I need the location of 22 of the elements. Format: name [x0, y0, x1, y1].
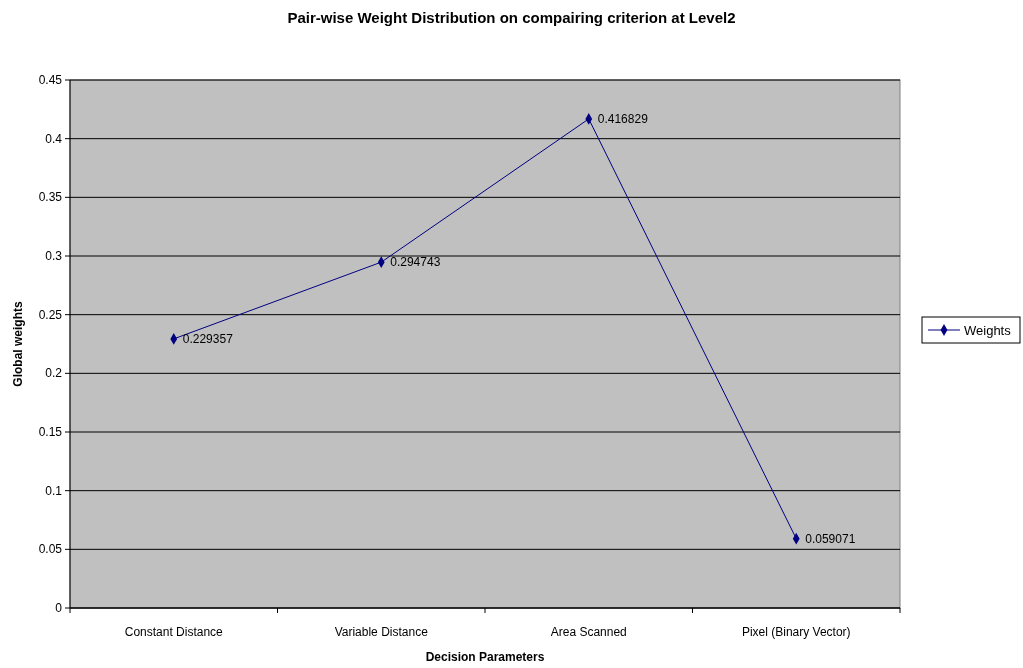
- y-tick-label: 0.25: [38, 307, 63, 322]
- x-tick-label: Pixel (Binary Vector): [741, 625, 851, 639]
- x-axis-title: Decision Parameters: [425, 650, 545, 664]
- legend-label: Weights: [964, 323, 1012, 338]
- x-tick-label: Area Scanned: [550, 625, 627, 639]
- y-tick-label: 0.45: [38, 73, 63, 87]
- y-tick-label: 0.1: [45, 483, 63, 498]
- data-label: 0.416829: [597, 111, 649, 126]
- y-tick-label: 0.35: [38, 190, 63, 205]
- chart-title: Pair-wise Weight Distribution on compairing criterion at Level2: [287, 9, 736, 26]
- x-tick-label: Variable Distance: [334, 625, 429, 639]
- y-tick-label: 0.05: [38, 542, 63, 557]
- y-tick-label: 0.3: [45, 249, 63, 263]
- y-tick-label: 0.15: [38, 425, 63, 439]
- data-label: 0.294743: [390, 255, 441, 270]
- data-label: 0.229357: [182, 331, 234, 346]
- data-label: 0.059071: [805, 531, 856, 546]
- y-tick-label: 0.4: [45, 131, 63, 146]
- y-tick-label: 0.2: [45, 366, 63, 381]
- y-tick-label: 0: [55, 601, 63, 615]
- x-tick-label: Constant Distance: [124, 625, 224, 639]
- y-axis-title: Global weights: [11, 301, 25, 387]
